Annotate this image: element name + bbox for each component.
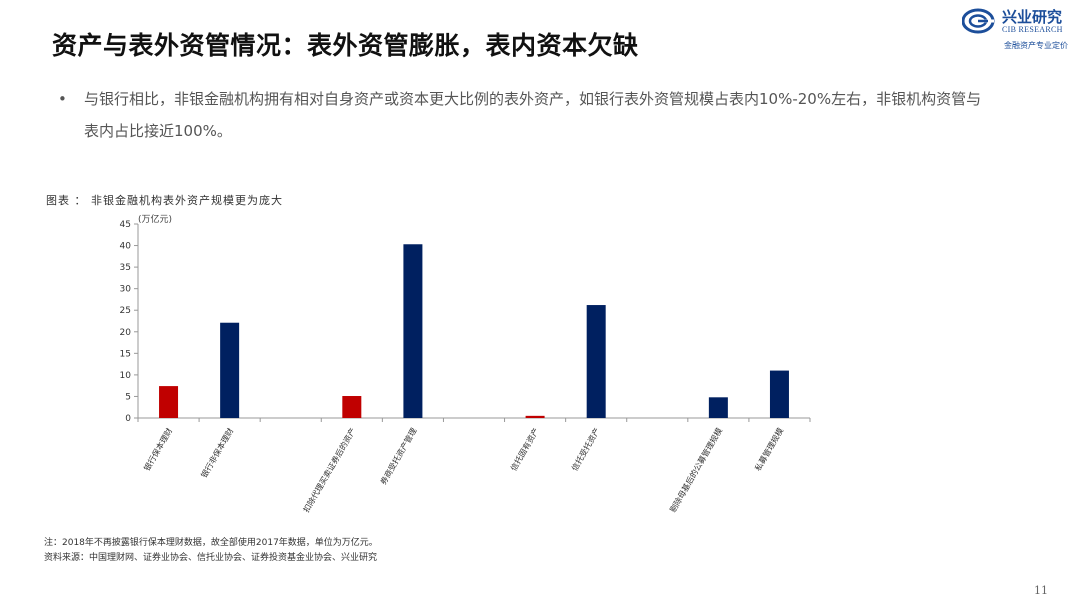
logo-name-en: CIB RESEARCH [1002,25,1063,34]
y-tick-label: 35 [120,263,131,273]
x-tick-label: 信托固有资产 [508,426,541,473]
chart-title: 图表 ： 非银金融机构表外资产规模更为庞大 [46,194,283,207]
x-tick-label: 券商受托资产管理 [378,426,419,486]
y-tick-label: 40 [120,242,132,252]
x-tick-label: 银行非保本理财 [199,426,236,479]
y-tick-label: 10 [120,371,132,381]
bar [525,415,545,418]
bar [769,370,789,418]
chart-unit-label: (万亿元) [138,215,173,225]
logo-slogan: 金融资产专业定价 [1004,41,1068,50]
y-tick-label: 5 [125,392,131,402]
chart-note: 注：2018年不再披露银行保本理财数据，故全部使用2017年数据，单位为万亿元。 [44,538,378,548]
bullet-marker: • [58,90,67,108]
bar [220,322,240,418]
y-tick-label: 0 [125,414,131,424]
slide-title: 资产与表外资管情况：表外资管膨胀，表内资本欠缺 [52,31,639,60]
bar [403,244,423,418]
x-tick-label: 信托受托资产 [569,426,602,473]
y-tick-label: 15 [120,349,131,359]
cib-emblem-icon [962,8,995,34]
y-tick-label: 20 [120,328,132,338]
x-tick-label: 剔除母基后的公募管理规模 [667,426,724,514]
y-tick-label: 30 [120,285,132,295]
bar [159,386,179,418]
x-tick-label: 扣除代理买卖证券后的资产 [301,426,358,514]
logo-name-cn: 兴业研究 [1002,8,1063,26]
y-tick-label: 45 [120,220,131,230]
chart-source: 资料来源：中国理财网、证券业协会、信托业协会、证券投资基金业协会、兴业研究 [44,553,378,563]
bullet-text: 与银行相比，非银金融机构拥有相对自身资产或资本更大比例的表外资产，如银行表外资管… [84,90,982,140]
x-tick-label: 私募管理规模 [753,426,786,473]
cib-research-logo: 兴业研究 CIB RESEARCH 金融资产专业定价 [962,6,1074,50]
y-tick-label: 25 [120,306,131,316]
page-number: 11 [1034,584,1048,597]
x-tick-label: 银行保本理财 [142,426,175,473]
bar [342,396,362,418]
bar [586,305,606,418]
bar [708,397,728,418]
